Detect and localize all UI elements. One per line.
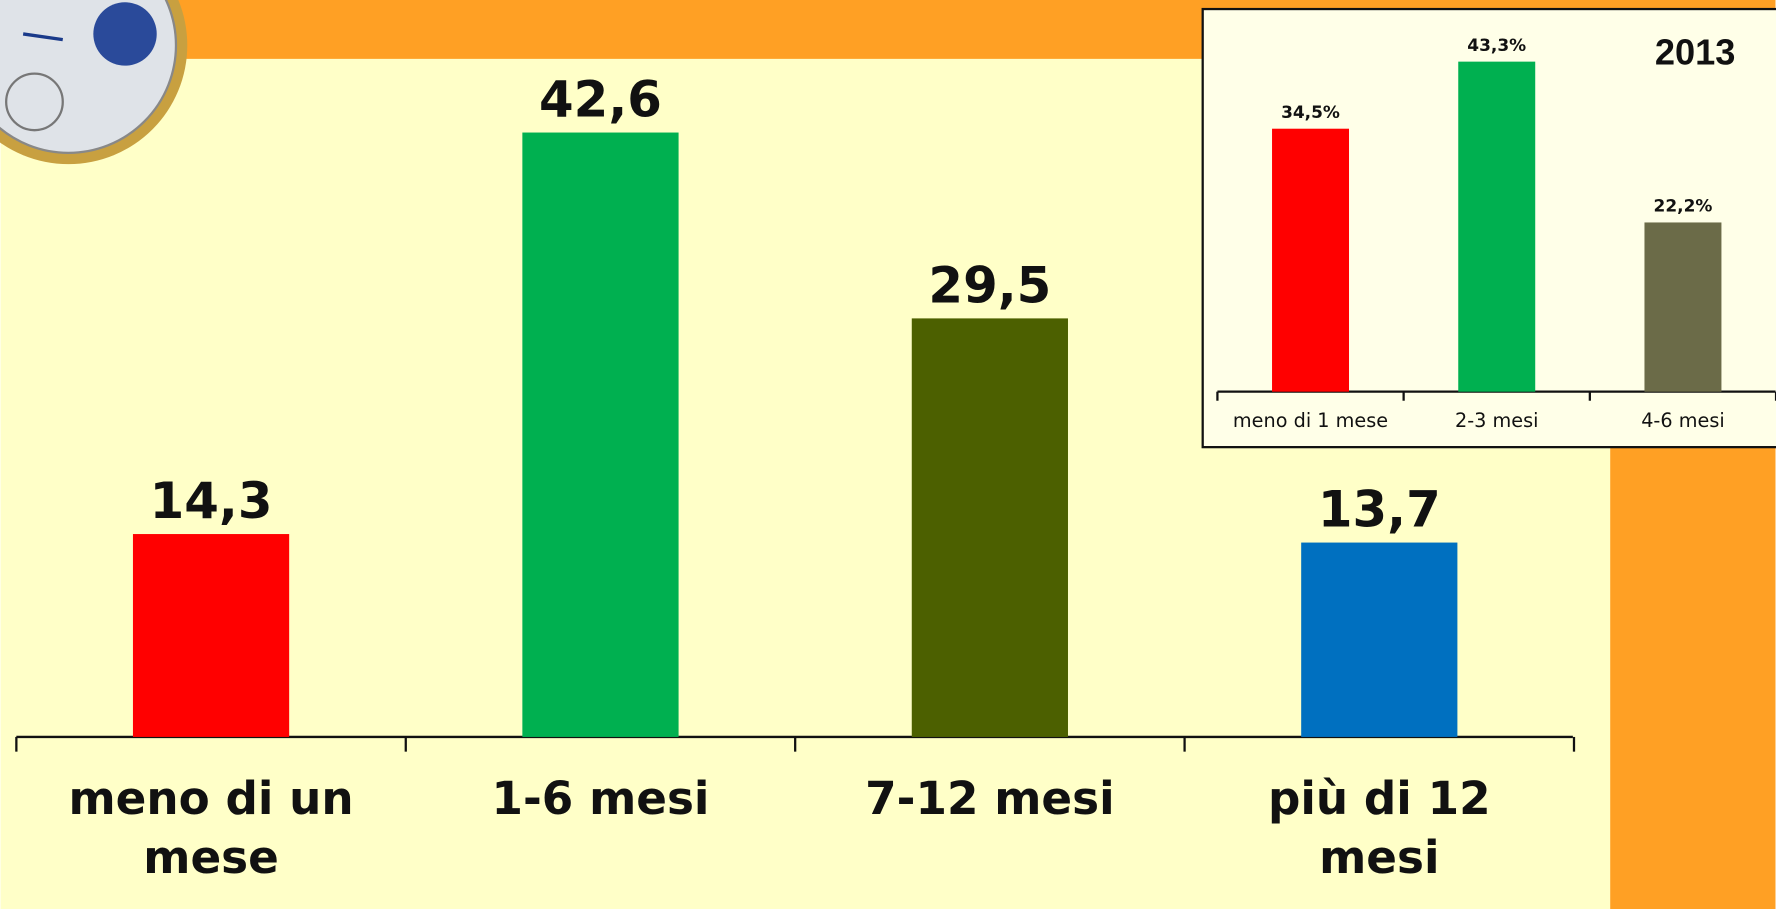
bar [1272, 128, 1350, 392]
value-label: 14,3 [150, 472, 273, 530]
bar [522, 132, 679, 737]
category-label: meno di 1 mese [1232, 409, 1389, 433]
category-label-box: meno di 1 mese [1232, 409, 1389, 433]
category-label: meno di un mese [68, 773, 354, 885]
category-label-box: più di 12 mesi [1267, 773, 1491, 885]
bar [911, 318, 1068, 737]
category-label: 7-12 mesi [865, 773, 1115, 826]
category-label-box: 7-12 mesi [865, 773, 1115, 826]
category-label-box: meno di un mese [68, 773, 354, 885]
bar [1644, 222, 1722, 392]
bar [1458, 61, 1536, 392]
chart-title: 2013 [1655, 32, 1736, 73]
value-label: 13,7 [1318, 481, 1441, 539]
category-label: 4-6 mesi [1641, 409, 1725, 433]
value-label: 43,3% [1467, 36, 1526, 56]
category-label: 2-3 mesi [1454, 409, 1539, 433]
value-label: 22,2% [1654, 197, 1713, 217]
value-label: 42,6 [539, 71, 662, 129]
value-label: 34,5% [1281, 103, 1340, 123]
value-label: 29,5 [928, 256, 1051, 314]
category-label-box: 1-6 mesi [491, 773, 710, 826]
bar [132, 534, 290, 737]
clock-decoration [0, 0, 188, 165]
category-label: più di 12 mesi [1267, 773, 1491, 885]
bar [1301, 542, 1458, 737]
category-label: 1-6 mesi [491, 773, 710, 826]
category-label-box: 4-6 mesi [1641, 409, 1725, 433]
category-label-box: 2-3 mesi [1454, 409, 1539, 433]
